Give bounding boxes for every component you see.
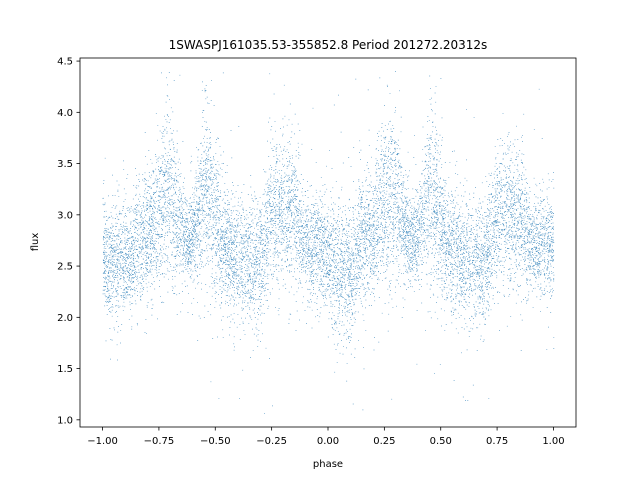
chart-title: 1SWASPJ161035.53-355852.8 Period 201272.… (169, 38, 488, 52)
y-tick-label: 1.0 (57, 415, 73, 426)
y-tick-label: 3.5 (57, 159, 73, 170)
x-axis-ticks: −1.00 −0.75 −0.50 −0.25 0.00 0.25 0.50 0.75 1.00 (87, 427, 565, 447)
x-tick-label: 0.00 (317, 436, 339, 447)
y-tick-label: 1.5 (57, 364, 73, 375)
y-tick-label: 2.0 (57, 313, 73, 324)
y-axis-label: flux (30, 233, 41, 252)
x-tick-label: −0.25 (256, 436, 287, 447)
x-tick-label: −0.75 (144, 436, 175, 447)
x-tick-label: 0.25 (373, 436, 395, 447)
x-tick-label: 1.00 (542, 436, 564, 447)
y-axis-ticks: 1.0 1.5 2.0 2.5 3.0 3.5 4.0 4.5 (57, 57, 80, 426)
y-tick-label: 3.0 (57, 210, 73, 221)
x-tick-label: 0.75 (486, 436, 508, 447)
y-tick-label: 2.5 (57, 262, 73, 273)
y-tick-label: 4.5 (57, 57, 73, 68)
scatter-points (102, 71, 555, 414)
x-tick-label: 0.50 (430, 436, 452, 447)
x-tick-label: −0.50 (200, 436, 231, 447)
x-tick-label: −1.00 (87, 436, 118, 447)
flux-points (102, 71, 555, 414)
x-axis-label: phase (313, 459, 343, 470)
y-tick-label: 4.0 (57, 108, 73, 119)
